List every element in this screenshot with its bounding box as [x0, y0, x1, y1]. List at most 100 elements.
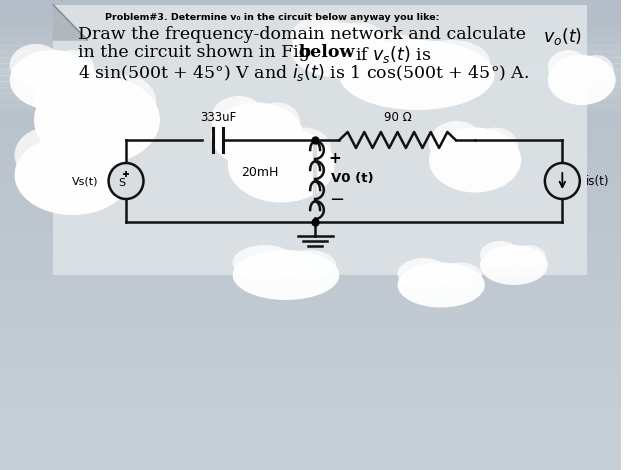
- Bar: [0, 366, 621, 369]
- Bar: [0, 225, 621, 228]
- Bar: [0, 114, 621, 115]
- Bar: [0, 126, 621, 129]
- Bar: [0, 363, 621, 367]
- Bar: [0, 307, 621, 310]
- Bar: [0, 96, 621, 97]
- Bar: [0, 218, 621, 221]
- Circle shape: [545, 163, 580, 199]
- Bar: [0, 56, 621, 58]
- Bar: [0, 6, 621, 9]
- Text: +: +: [329, 150, 341, 165]
- Bar: [0, 448, 621, 451]
- Bar: [0, 114, 621, 118]
- Bar: [0, 274, 621, 277]
- Bar: [0, 75, 621, 77]
- Bar: [0, 345, 621, 348]
- Text: 4 sin(500t + 45°) V and $i_s(t)$ is 1 cos(500t + 45°) A.: 4 sin(500t + 45°) V and $i_s(t)$ is 1 co…: [77, 62, 529, 83]
- Bar: [0, 107, 621, 108]
- Bar: [0, 131, 621, 134]
- Bar: [0, 88, 621, 90]
- Bar: [0, 352, 621, 355]
- Bar: [0, 251, 621, 254]
- Bar: [0, 16, 621, 19]
- Bar: [0, 467, 621, 470]
- Bar: [0, 32, 621, 35]
- Ellipse shape: [337, 23, 385, 55]
- Bar: [0, 66, 621, 67]
- Bar: [0, 23, 621, 26]
- Bar: [0, 236, 621, 240]
- Bar: [0, 401, 621, 404]
- Bar: [0, 349, 621, 352]
- Ellipse shape: [10, 44, 62, 86]
- Ellipse shape: [438, 263, 482, 290]
- Bar: [0, 380, 621, 383]
- Bar: [0, 88, 621, 92]
- Bar: [0, 103, 621, 104]
- Bar: [0, 64, 621, 66]
- Bar: [0, 199, 621, 202]
- Bar: [0, 178, 621, 181]
- Ellipse shape: [480, 245, 548, 285]
- Bar: [0, 57, 621, 59]
- Bar: [0, 46, 621, 49]
- Bar: [0, 50, 621, 52]
- Ellipse shape: [429, 127, 521, 193]
- Bar: [0, 434, 621, 437]
- Bar: [0, 222, 621, 226]
- Bar: [0, 95, 621, 99]
- Bar: [0, 102, 621, 106]
- Bar: [0, 20, 621, 24]
- Bar: [0, 115, 621, 117]
- Ellipse shape: [339, 40, 495, 110]
- Bar: [0, 91, 621, 94]
- Bar: [0, 234, 621, 237]
- Bar: [0, 326, 621, 329]
- Bar: [0, 321, 621, 324]
- Bar: [0, 77, 621, 80]
- Bar: [0, 128, 621, 132]
- Bar: [0, 99, 621, 101]
- Bar: [0, 60, 621, 63]
- Bar: [0, 79, 621, 82]
- Ellipse shape: [580, 55, 614, 85]
- Bar: [0, 29, 621, 30]
- Bar: [0, 286, 621, 289]
- Bar: [0, 283, 621, 287]
- Bar: [0, 32, 621, 33]
- Bar: [0, 464, 621, 468]
- Bar: [0, 427, 621, 430]
- Bar: [0, 109, 621, 110]
- Bar: [0, 13, 621, 16]
- Ellipse shape: [397, 263, 484, 307]
- Bar: [0, 446, 621, 449]
- Bar: [0, 94, 621, 96]
- Bar: [0, 86, 621, 89]
- Ellipse shape: [15, 135, 131, 215]
- Bar: [0, 142, 621, 146]
- Bar: [0, 387, 621, 390]
- Bar: [0, 382, 621, 385]
- Ellipse shape: [429, 121, 484, 166]
- Text: $v_o(t)$: $v_o(t)$: [543, 26, 582, 47]
- Bar: [0, 37, 621, 40]
- Bar: [0, 159, 621, 162]
- Bar: [0, 90, 621, 91]
- Bar: [0, 187, 621, 190]
- Ellipse shape: [233, 245, 297, 280]
- Bar: [0, 94, 621, 95]
- Bar: [0, 429, 621, 432]
- Text: 90 Ω: 90 Ω: [383, 111, 412, 124]
- Bar: [0, 26, 621, 28]
- Ellipse shape: [480, 241, 520, 269]
- Bar: [0, 333, 621, 336]
- Bar: [0, 293, 621, 296]
- Bar: [0, 161, 621, 164]
- Bar: [0, 43, 621, 44]
- Bar: [0, 384, 621, 388]
- Ellipse shape: [291, 17, 349, 55]
- Bar: [0, 84, 621, 85]
- Bar: [0, 460, 621, 463]
- Bar: [0, 140, 621, 143]
- Bar: [0, 330, 621, 334]
